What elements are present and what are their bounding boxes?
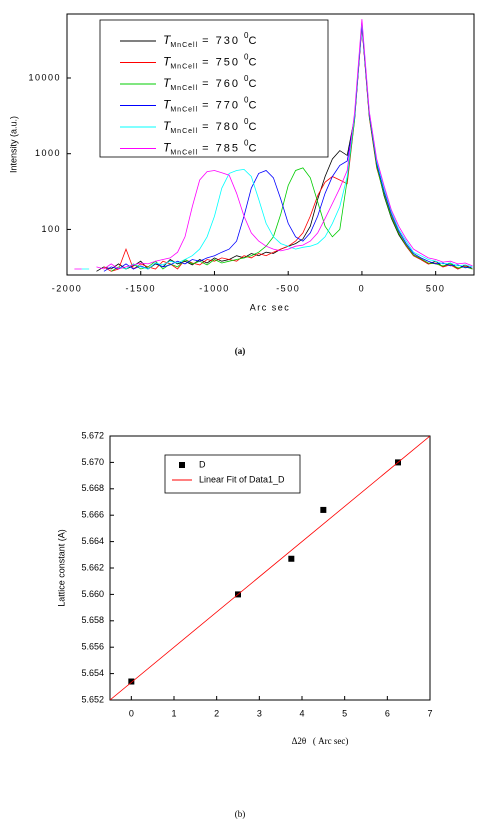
x-tick-label: 0	[129, 708, 134, 718]
y-tick-label: 5.652	[81, 694, 104, 704]
y-tick-label: 5.662	[81, 562, 104, 572]
data-point	[128, 678, 135, 685]
y-tick-label: 5.668	[81, 483, 104, 493]
legend-superscript: 0	[244, 117, 249, 126]
legend-unit: C	[248, 78, 256, 90]
y-tick-label: 5.672	[81, 430, 104, 440]
y-tick-label: 10000	[28, 72, 61, 82]
legend-text: = 760	[202, 78, 240, 90]
x-tick-label: 6	[385, 708, 390, 718]
legend-text: = 770	[202, 99, 240, 111]
x-tick-label: -1500	[125, 283, 156, 293]
legend-box	[164, 454, 301, 494]
x-tick-label: -500	[276, 283, 300, 293]
legend-subscript: MnCell	[170, 106, 198, 113]
legend-text: = 785	[202, 142, 240, 154]
plot-area	[74, 19, 473, 272]
x-tick-label: 5	[342, 708, 347, 718]
series-line	[74, 19, 473, 270]
x-tick-label: -1000	[199, 283, 230, 293]
series-line	[81, 21, 473, 270]
legend-text: = 780	[202, 121, 240, 133]
plot-area	[110, 436, 430, 700]
legend-superscript: 0	[244, 31, 249, 40]
y-tick-label: 5.664	[81, 536, 104, 546]
legend-subscript: MnCell	[170, 128, 198, 135]
legend-swatch	[179, 462, 185, 468]
caption: (b)	[235, 809, 246, 819]
legend-superscript: 0	[244, 74, 249, 83]
y-tick-label: 100	[41, 224, 61, 234]
y-tick-label: 5.670	[81, 457, 104, 467]
plot-frame	[66, 13, 475, 276]
legend-symbol: T	[163, 33, 172, 47]
legend-unit: C	[248, 142, 256, 154]
x-tick-label: 4	[299, 708, 304, 718]
y-tick-label: 5.666	[81, 510, 104, 520]
legend-text: = 750	[202, 56, 240, 68]
data-point	[320, 506, 327, 513]
legend-symbol: T	[163, 119, 172, 133]
legend-subscript: MnCell	[170, 85, 198, 92]
x-tick-label: 500	[426, 283, 446, 293]
legend-label: TMnCell = 785 0C	[163, 139, 256, 157]
series-line	[110, 436, 430, 700]
legend-subscript: MnCell	[170, 63, 198, 70]
x-tick-label: 1	[171, 708, 176, 718]
y-tick-label: 1000	[35, 148, 61, 158]
legend-label: TMnCell = 750 0C	[163, 53, 256, 71]
legend-subscript: MnCell	[170, 42, 198, 49]
y-tick-label: 5.654	[81, 668, 104, 678]
y-tick-label: 5.658	[81, 615, 104, 625]
x-axis-label: Δ2θ ( Arc sec)	[292, 736, 349, 746]
legend-label: D	[199, 459, 206, 469]
legend-symbol: T	[163, 98, 172, 112]
x-tick-label: -2000	[52, 283, 83, 293]
legend-unit: C	[248, 56, 256, 68]
caption: (a)	[235, 346, 246, 356]
y-tick-label: 5.660	[81, 589, 104, 599]
legend-superscript: 0	[244, 139, 249, 148]
legend-symbol: T	[163, 55, 172, 69]
y-axis-label: Intensity (a.u.)	[8, 116, 18, 173]
x-tick-label: 7	[427, 708, 432, 718]
y-tick-label: 5.656	[81, 642, 104, 652]
legend-symbol: T	[163, 141, 172, 155]
legend-superscript: 0	[244, 96, 249, 105]
legend-label: TMnCell = 770 0C	[163, 96, 256, 114]
legend-text: = 730	[202, 35, 240, 47]
x-tick-label: 2	[214, 708, 219, 718]
legend-unit: C	[248, 121, 256, 133]
x-tick-label: 3	[257, 708, 262, 718]
y-axis-label: Lattice constant (A)	[56, 529, 66, 607]
legend-label: TMnCell = 780 0C	[163, 117, 256, 135]
x-tick-label: 0	[359, 283, 366, 293]
legend-unit: C	[248, 35, 256, 47]
series-line	[103, 25, 473, 272]
legend-symbol: T	[163, 76, 172, 90]
legend-label: TMnCell = 760 0C	[163, 74, 256, 92]
legend-unit: C	[248, 99, 256, 111]
data-point	[288, 555, 295, 562]
legend-subscript: MnCell	[170, 149, 198, 156]
legend-box	[99, 19, 329, 158]
legend-label: Linear Fit of Data1_D	[199, 474, 285, 484]
x-axis-label: Arc sec	[250, 302, 291, 312]
legend-label: TMnCell = 730 0C	[163, 31, 256, 49]
legend-superscript: 0	[244, 53, 249, 62]
